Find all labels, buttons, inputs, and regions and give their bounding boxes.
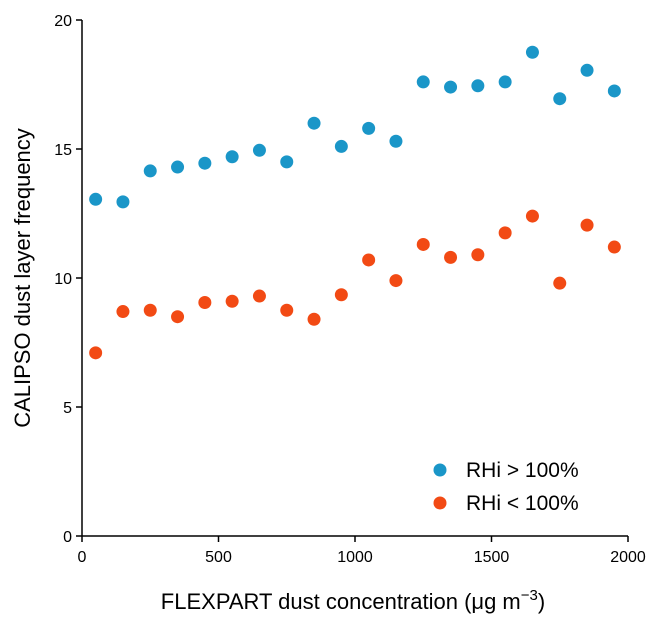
legend: RHi > 100% RHi < 100% [433,459,579,515]
tick-group: 0 5 10 15 20 0 500 1000 1500 2000 [54,13,646,566]
point-rhi-above-100 [416,75,430,89]
point-rhi-above-100 [471,79,485,93]
point-rhi-above-100 [525,45,539,59]
point-rhi-below-100 [334,288,348,302]
point-rhi-below-100 [307,312,321,326]
point-rhi-above-100 [89,192,103,206]
point-rhi-below-100 [471,248,485,262]
data-points [89,45,621,360]
x-tick-label: 1000 [337,549,373,566]
point-rhi-above-100 [143,164,157,178]
y-axis-title: CALIPSO dust layer frequency [10,128,35,428]
legend-marker [433,463,447,477]
point-rhi-above-100 [225,150,239,164]
point-rhi-below-100 [607,240,621,254]
point-rhi-below-100 [89,346,103,360]
point-rhi-below-100 [444,250,458,264]
point-rhi-below-100 [525,209,539,223]
y-tick-label: 5 [63,400,72,417]
point-rhi-above-100 [171,160,185,174]
point-rhi-below-100 [416,237,430,251]
point-rhi-above-100 [252,143,266,157]
y-tick-label: 10 [54,271,72,288]
y-tick-label: 15 [54,142,72,159]
x-axis-title: FLEXPART dust concentration (μg m−3) [161,587,545,614]
point-rhi-above-100 [116,195,130,209]
point-rhi-above-100 [498,75,512,89]
point-rhi-above-100 [198,156,212,170]
x-tick-label: 500 [205,549,232,566]
point-rhi-above-100 [280,155,294,169]
legend-label: RHi > 100% [466,459,579,482]
point-rhi-below-100 [498,226,512,240]
point-rhi-above-100 [389,134,403,148]
point-rhi-above-100 [580,63,594,77]
x-axis-title-main: FLEXPART dust concentration (μg m [161,589,521,614]
point-rhi-below-100 [171,310,185,324]
point-rhi-below-100 [116,305,130,319]
y-tick-label: 20 [54,13,72,30]
x-axis-title-suffix: ) [538,589,545,614]
x-tick-label: 2000 [610,549,646,566]
point-rhi-below-100 [580,218,594,232]
x-tick-label: 0 [78,549,87,566]
legend-marker [433,496,447,510]
x-axis-title-superscript: −3 [521,587,538,604]
x-tick-label: 1500 [474,549,510,566]
point-rhi-above-100 [307,116,321,130]
point-rhi-below-100 [553,276,567,290]
point-rhi-below-100 [198,296,212,310]
point-rhi-above-100 [607,84,621,98]
point-rhi-below-100 [362,253,376,267]
y-tick-label: 0 [63,529,72,546]
point-rhi-above-100 [444,80,458,94]
legend-label: RHi < 100% [466,492,579,515]
point-rhi-above-100 [334,139,348,153]
point-rhi-above-100 [553,92,567,106]
point-rhi-above-100 [362,121,376,135]
point-rhi-below-100 [225,294,239,308]
point-rhi-below-100 [280,303,294,317]
point-rhi-below-100 [389,274,403,288]
point-rhi-below-100 [252,289,266,303]
point-rhi-below-100 [143,303,157,317]
